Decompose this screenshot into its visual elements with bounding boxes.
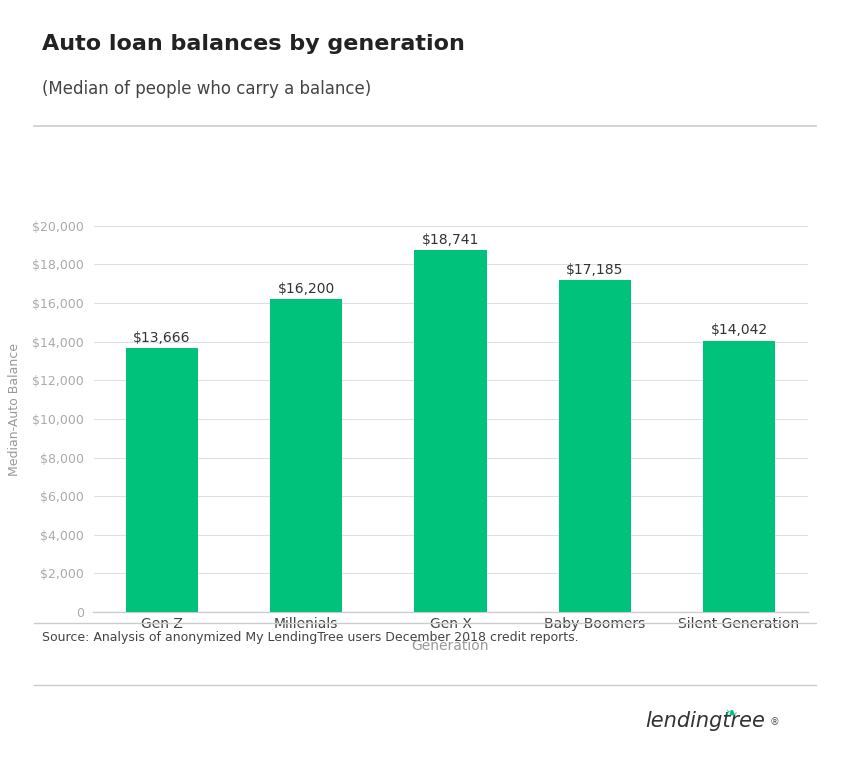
- Bar: [415, 250, 486, 612]
- Text: (Median of people who carry a balance): (Median of people who carry a balance): [42, 80, 371, 99]
- Text: $16,200: $16,200: [278, 282, 335, 296]
- Bar: [126, 348, 198, 612]
- Text: ®: ®: [769, 717, 779, 727]
- Text: $17,185: $17,185: [566, 262, 623, 277]
- Bar: [558, 280, 631, 612]
- Y-axis label: Median-Auto Balance: Median-Auto Balance: [8, 343, 20, 476]
- Text: $18,741: $18,741: [422, 233, 479, 246]
- Text: Auto loan balances by generation: Auto loan balances by generation: [42, 34, 466, 54]
- Text: ❧: ❧: [725, 705, 738, 721]
- Bar: [703, 341, 775, 612]
- Text: $14,042: $14,042: [711, 324, 768, 337]
- X-axis label: Generation: Generation: [411, 640, 490, 653]
- Text: lendingtree: lendingtree: [645, 711, 765, 731]
- Bar: [270, 299, 343, 612]
- Text: Source: Analysis of anonymized My LendingTree users December 2018 credit reports: Source: Analysis of anonymized My Lendin…: [42, 631, 579, 644]
- Text: $13,666: $13,666: [133, 330, 190, 345]
